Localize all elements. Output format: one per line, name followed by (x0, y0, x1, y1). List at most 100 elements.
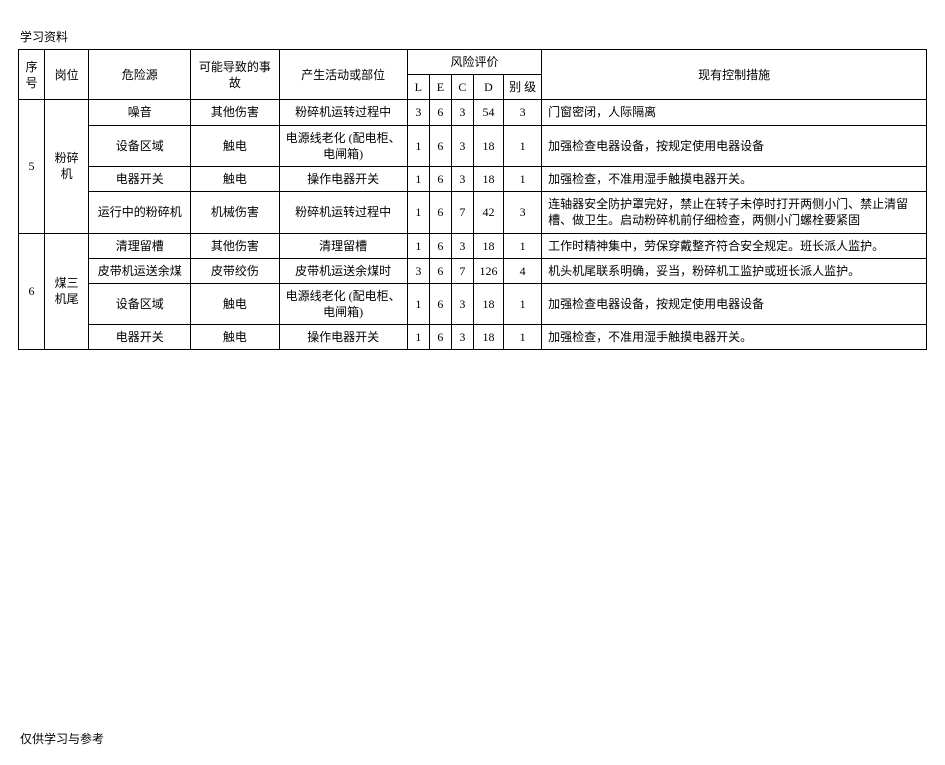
cell-c: 3 (451, 283, 473, 324)
cell-event: 其他伤害 (191, 100, 279, 125)
cell-d: 18 (473, 283, 503, 324)
document-footer-note: 仅供学习与参考 (20, 730, 927, 747)
cell-control: 加强检查电器设备，按规定使用电器设备 (542, 125, 927, 166)
cell-grade: 1 (504, 166, 542, 191)
cell-control: 机头机尾联系明确，妥当，粉碎机工监护或班长派人监护。 (542, 258, 927, 283)
col-risk-group: 风险评价 (407, 50, 541, 75)
cell-d: 18 (473, 166, 503, 191)
cell-activity: 电源线老化 (配电柜、电闸箱) (279, 283, 407, 324)
cell-l: 3 (407, 258, 429, 283)
col-activity: 产生活动或部位 (279, 50, 407, 100)
col-grade: 别 级 (504, 75, 542, 100)
cell-activity: 操作电器开关 (279, 166, 407, 191)
col-event: 可能导致的事故 (191, 50, 279, 100)
risk-table: 序号 岗位 危险源 可能导致的事故 产生活动或部位 风险评价 现有控制措施 L … (18, 49, 927, 350)
cell-grade: 1 (504, 325, 542, 350)
cell-grade: 3 (504, 100, 542, 125)
cell-e: 6 (429, 233, 451, 258)
document-top-label: 学习资料 (20, 28, 927, 45)
table-row: 设备区域 触电 电源线老化 (配电柜、电闸箱) 1 6 3 18 1 加强检查电… (19, 125, 927, 166)
cell-e: 6 (429, 325, 451, 350)
cell-control: 门窗密闭，人际隔离 (542, 100, 927, 125)
col-e: E (429, 75, 451, 100)
cell-activity: 粉碎机运转过程中 (279, 100, 407, 125)
cell-event: 触电 (191, 125, 279, 166)
cell-c: 7 (451, 258, 473, 283)
cell-hazard: 设备区域 (89, 125, 191, 166)
cell-control: 工作时精神集中，劳保穿戴整齐符合安全规定。班长派人监护。 (542, 233, 927, 258)
cell-d: 126 (473, 258, 503, 283)
cell-seq: 6 (19, 233, 45, 350)
cell-hazard: 设备区域 (89, 283, 191, 324)
cell-d: 42 (473, 192, 503, 233)
col-hazard: 危险源 (89, 50, 191, 100)
cell-l: 1 (407, 283, 429, 324)
table-header-row-1: 序号 岗位 危险源 可能导致的事故 产生活动或部位 风险评价 现有控制措施 (19, 50, 927, 75)
cell-d: 18 (473, 125, 503, 166)
cell-event: 触电 (191, 325, 279, 350)
cell-l: 1 (407, 325, 429, 350)
cell-activity: 粉碎机运转过程中 (279, 192, 407, 233)
table-row: 设备区域 触电 电源线老化 (配电柜、电闸箱) 1 6 3 18 1 加强检查电… (19, 283, 927, 324)
cell-l: 1 (407, 125, 429, 166)
cell-hazard: 噪音 (89, 100, 191, 125)
cell-hazard: 皮带机运送余煤 (89, 258, 191, 283)
cell-c: 3 (451, 166, 473, 191)
cell-c: 3 (451, 325, 473, 350)
cell-activity: 操作电器开关 (279, 325, 407, 350)
cell-post: 煤三机尾 (45, 233, 89, 350)
col-d: D (473, 75, 503, 100)
table-row: 电器开关 触电 操作电器开关 1 6 3 18 1 加强检查，不准用湿手触摸电器… (19, 325, 927, 350)
cell-e: 6 (429, 125, 451, 166)
cell-event: 机械伤害 (191, 192, 279, 233)
cell-activity: 电源线老化 (配电柜、电闸箱) (279, 125, 407, 166)
col-l: L (407, 75, 429, 100)
cell-d: 18 (473, 325, 503, 350)
cell-c: 3 (451, 233, 473, 258)
cell-control: 连轴器安全防护罩完好，禁止在转子未停时打开两侧小门、禁止清留槽、做卫生。启动粉碎… (542, 192, 927, 233)
cell-l: 1 (407, 233, 429, 258)
cell-d: 18 (473, 233, 503, 258)
cell-l: 3 (407, 100, 429, 125)
cell-event: 触电 (191, 283, 279, 324)
cell-grade: 3 (504, 192, 542, 233)
cell-e: 6 (429, 283, 451, 324)
cell-hazard: 电器开关 (89, 325, 191, 350)
cell-c: 3 (451, 100, 473, 125)
table-row: 6 煤三机尾 清理留槽 其他伤害 清理留槽 1 6 3 18 1 工作时精神集中… (19, 233, 927, 258)
table-row: 5 粉碎机 噪音 其他伤害 粉碎机运转过程中 3 6 3 54 3 门窗密闭，人… (19, 100, 927, 125)
cell-control: 加强检查，不准用湿手触摸电器开关。 (542, 166, 927, 191)
col-seq: 序号 (19, 50, 45, 100)
table-row: 运行中的粉碎机 机械伤害 粉碎机运转过程中 1 6 7 42 3 连轴器安全防护… (19, 192, 927, 233)
cell-hazard: 电器开关 (89, 166, 191, 191)
cell-hazard: 清理留槽 (89, 233, 191, 258)
cell-l: 1 (407, 166, 429, 191)
col-c: C (451, 75, 473, 100)
cell-event: 皮带绞伤 (191, 258, 279, 283)
table-header: 序号 岗位 危险源 可能导致的事故 产生活动或部位 风险评价 现有控制措施 L … (19, 50, 927, 100)
cell-control: 加强检查，不准用湿手触摸电器开关。 (542, 325, 927, 350)
cell-grade: 1 (504, 233, 542, 258)
table-body: 5 粉碎机 噪音 其他伤害 粉碎机运转过程中 3 6 3 54 3 门窗密闭，人… (19, 100, 927, 350)
cell-e: 6 (429, 258, 451, 283)
cell-event: 触电 (191, 166, 279, 191)
cell-post: 粉碎机 (45, 100, 89, 233)
cell-grade: 4 (504, 258, 542, 283)
cell-e: 6 (429, 166, 451, 191)
cell-c: 3 (451, 125, 473, 166)
cell-c: 7 (451, 192, 473, 233)
cell-l: 1 (407, 192, 429, 233)
cell-control: 加强检查电器设备，按规定使用电器设备 (542, 283, 927, 324)
cell-e: 6 (429, 100, 451, 125)
cell-grade: 1 (504, 125, 542, 166)
table-row: 皮带机运送余煤 皮带绞伤 皮带机运送余煤时 3 6 7 126 4 机头机尾联系… (19, 258, 927, 283)
cell-hazard: 运行中的粉碎机 (89, 192, 191, 233)
cell-d: 54 (473, 100, 503, 125)
cell-activity: 皮带机运送余煤时 (279, 258, 407, 283)
cell-activity: 清理留槽 (279, 233, 407, 258)
cell-seq: 5 (19, 100, 45, 233)
table-row: 电器开关 触电 操作电器开关 1 6 3 18 1 加强检查，不准用湿手触摸电器… (19, 166, 927, 191)
col-controls: 现有控制措施 (542, 50, 927, 100)
col-post: 岗位 (45, 50, 89, 100)
cell-grade: 1 (504, 283, 542, 324)
